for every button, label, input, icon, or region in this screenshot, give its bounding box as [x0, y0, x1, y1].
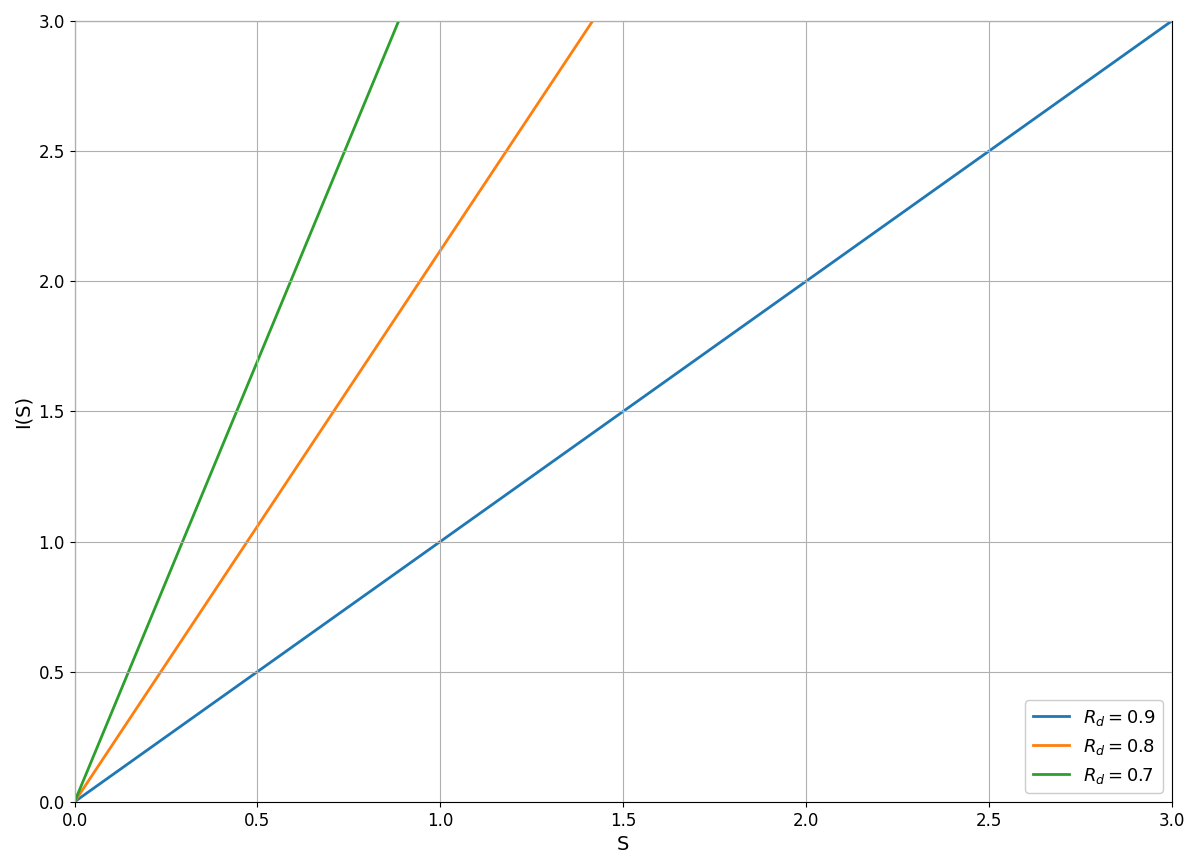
$R_d = 0.8$ — [271, 490, 285, 500]
$R_d = 0.9$ — [1133, 38, 1147, 49]
$R_d = 0.7$ — [67, 797, 82, 807]
$R_d = 0.7$ — [375, 53, 390, 63]
$R_d = 0.7$ — [391, 16, 405, 27]
$R_d = 0.7$ — [139, 623, 153, 634]
$R_d = 0.9$ — [67, 797, 82, 807]
$R_d = 0.8$ — [354, 365, 368, 375]
Line: $R_d = 0.7$: $R_d = 0.7$ — [74, 22, 398, 802]
Y-axis label: I(S): I(S) — [14, 395, 32, 428]
$R_d = 0.9$ — [123, 757, 138, 767]
Line: $R_d = 0.8$: $R_d = 0.8$ — [74, 22, 592, 802]
X-axis label: S: S — [617, 835, 629, 854]
$R_d = 0.9$ — [1132, 39, 1146, 49]
$R_d = 0.9$ — [572, 437, 586, 448]
$R_d = 0.7$ — [279, 285, 294, 295]
Legend: $R_d = 0.9$, $R_d = 0.8$, $R_d = 0.7$: $R_d = 0.9$, $R_d = 0.8$, $R_d = 0.7$ — [1025, 700, 1163, 792]
$R_d = 0.9$ — [601, 417, 615, 427]
$R_d = 0.9$ — [1164, 16, 1179, 26]
$R_d = 0.8$ — [370, 340, 385, 351]
Line: $R_d = 0.9$: $R_d = 0.9$ — [74, 21, 1171, 802]
$R_d = 0.7$ — [131, 643, 145, 654]
$R_d = 0.8$ — [585, 16, 600, 27]
$R_d = 0.8$ — [67, 797, 82, 807]
$R_d = 0.7$ — [317, 196, 331, 207]
$R_d = 0.8$ — [74, 786, 89, 796]
$R_d = 0.7$ — [353, 110, 367, 121]
$R_d = 0.8$ — [584, 17, 598, 28]
$R_d = 0.9$ — [932, 181, 946, 192]
$R_d = 0.8$ — [243, 531, 258, 542]
